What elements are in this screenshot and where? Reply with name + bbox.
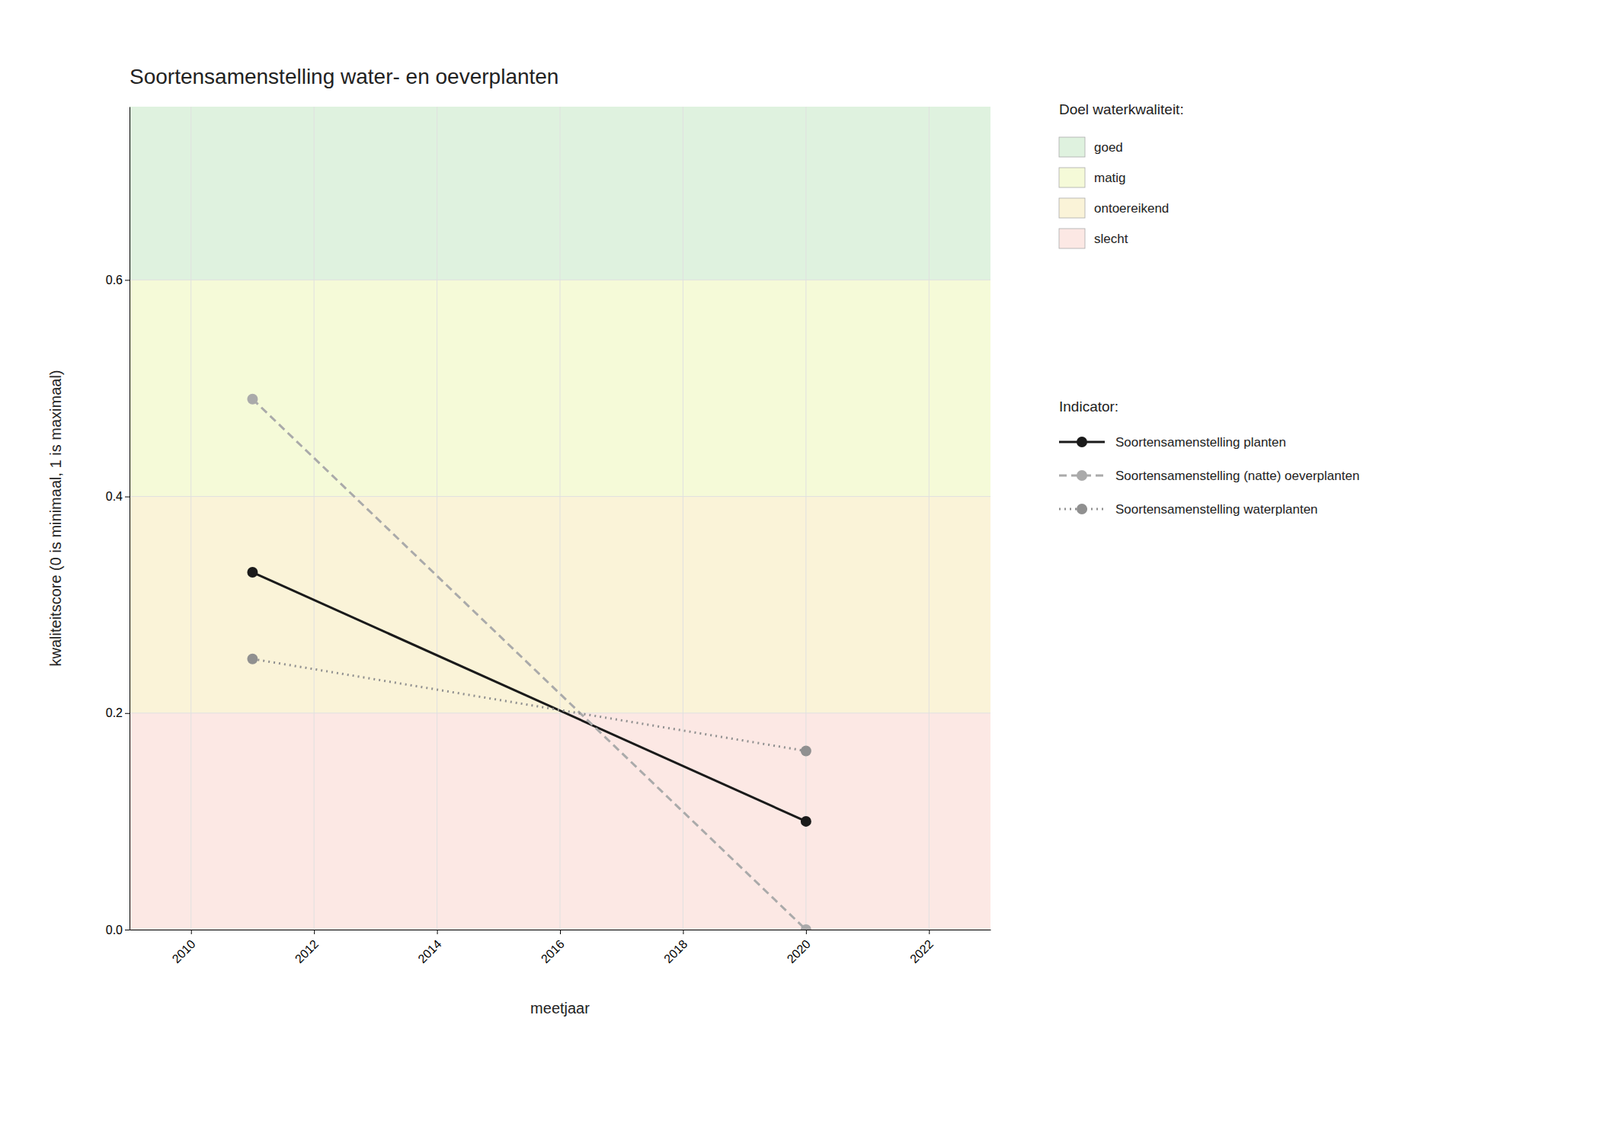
series-line <box>252 399 806 930</box>
tick: 0.2 <box>105 706 130 720</box>
chart: Soortensamenstelling water- en oeverplan… <box>0 0 1600 1143</box>
point <box>800 816 812 827</box>
point <box>800 924 812 930</box>
legend-label: Soortensamenstelling planten <box>1115 435 1287 450</box>
tick-mark <box>124 929 130 931</box>
tick-mark <box>124 713 130 714</box>
tick: 2016 <box>538 929 567 966</box>
tick: 2020 <box>784 929 813 966</box>
tick-mark <box>124 279 130 281</box>
grid-line <box>129 496 991 497</box>
tick-label: 2018 <box>661 937 690 966</box>
tick-label: 0.2 <box>105 706 123 720</box>
x-axis: 2010 2012 2014 2016 2018 2020 2022 <box>130 929 992 966</box>
grid-line <box>190 106 192 930</box>
grid-line <box>129 279 991 281</box>
legend-swatch <box>1059 167 1085 188</box>
legend-swatch <box>1059 198 1085 218</box>
grid-line <box>805 106 807 930</box>
legend-title: Indicator: <box>1059 398 1119 415</box>
tick-label: 2012 <box>292 937 321 966</box>
tick: 2018 <box>661 929 690 966</box>
tick-label: 0.0 <box>105 923 123 937</box>
tick-label: 2014 <box>415 937 444 966</box>
tick: 0.0 <box>105 923 130 937</box>
tick: 2012 <box>292 929 321 966</box>
point <box>246 393 258 405</box>
series-line <box>252 572 806 822</box>
tick-label: 0.4 <box>105 489 123 503</box>
grid-line <box>928 106 930 930</box>
tick-mark <box>437 929 439 935</box>
point <box>246 653 258 665</box>
grid-line <box>436 106 438 930</box>
plot: 2010 2012 2014 2016 2018 2020 2022 0.0 0.2 0.4 0.6… <box>47 106 992 1017</box>
title: Soortensamenstelling water- en oeverplan… <box>129 64 559 89</box>
grid-line <box>129 712 991 714</box>
tick-label: 2016 <box>538 937 567 966</box>
tick: 0.6 <box>105 273 130 287</box>
grid-line <box>313 106 315 930</box>
grid-line <box>682 106 684 930</box>
point <box>800 745 812 757</box>
legend: Doel waterkwaliteit: goed matig ontoereiken… <box>1059 101 1184 249</box>
tick-mark <box>928 929 930 935</box>
tick-mark <box>806 929 807 935</box>
legend-marker <box>1076 470 1088 481</box>
tick-label: 2020 <box>784 937 813 966</box>
point <box>246 566 258 578</box>
grid-line <box>560 106 561 930</box>
grid <box>129 106 991 930</box>
legend-label: Soortensamenstelling waterplanten <box>1115 502 1319 517</box>
legend-label: slecht <box>1094 231 1129 247</box>
legend-title: Doel waterkwaliteit: <box>1059 101 1184 118</box>
series-group <box>246 393 811 930</box>
tick-mark <box>124 496 130 498</box>
tick-mark <box>682 929 684 935</box>
legend-label: matig <box>1094 170 1127 186</box>
y-axis: 0.0 0.2 0.4 0.6 <box>105 107 131 937</box>
axis-line <box>129 107 131 931</box>
tick: 2022 <box>907 929 936 966</box>
legend-label: ontoereikend <box>1094 201 1169 216</box>
legend-marker <box>1076 503 1088 515</box>
tick: 2014 <box>415 929 444 966</box>
tick: 2010 <box>169 929 199 966</box>
bands <box>129 106 991 930</box>
tick-label: 2022 <box>907 937 936 966</box>
legend-swatch <box>1059 137 1085 157</box>
y-axis-title: kwaliteitscore (0 is minimaal, 1 is maxi… <box>47 370 64 667</box>
tick-label: 0.6 <box>105 273 123 287</box>
tick-mark <box>313 929 315 935</box>
series-line <box>252 659 806 752</box>
legend-marker <box>1076 436 1088 448</box>
legend-label: goed <box>1094 140 1124 155</box>
tick-label: 2010 <box>169 937 199 966</box>
legend-swatch <box>1059 228 1085 249</box>
tick-mark <box>191 929 192 935</box>
tick-mark <box>560 929 561 935</box>
legend: Indicator: Soortensamenstelling planten So… <box>1059 398 1360 517</box>
tick: 0.4 <box>105 489 130 503</box>
x-axis-title: meetjaar <box>530 999 590 1017</box>
legend-label: Soortensamenstelling (natte) oeverplante… <box>1115 468 1360 484</box>
